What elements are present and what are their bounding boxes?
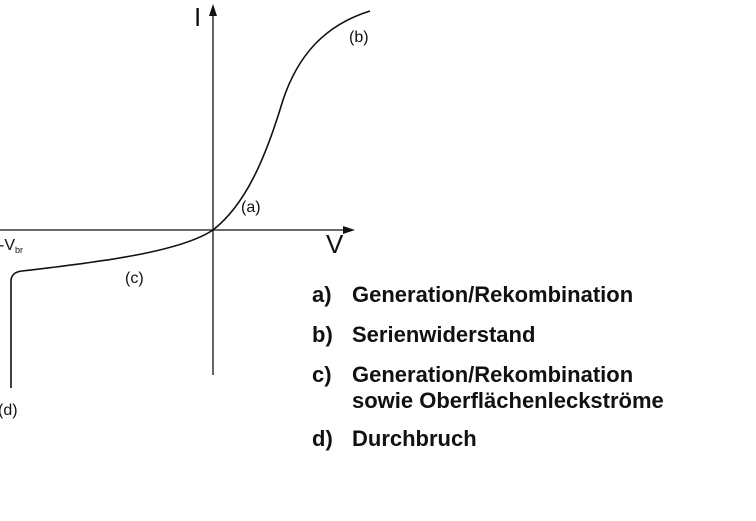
legend-key: d) [312,426,333,451]
legend-item-b: b) Serienwiderstand [312,322,664,348]
breakdown-voltage-label: -Vbr [0,237,23,255]
legend: a) Generation/Rekombination b) Serienwid… [312,282,664,466]
curve-label-b: (b) [349,29,369,46]
legend-text: Serienwiderstand [352,322,536,347]
y-axis-label: I [194,2,201,32]
y-axis-arrowhead [209,4,217,16]
legend-key: a) [312,282,332,307]
legend-text: Generation/Rekombination [352,282,634,307]
legend-text: Generation/Rekombination sowie Oberfläch… [352,362,664,413]
legend-text: Durchbruch [352,426,477,451]
curve-label-a: (a) [241,199,261,216]
legend-key: c) [312,362,332,387]
legend-item-a: a) Generation/Rekombination [312,282,664,308]
legend-key: b) [312,322,333,347]
legend-item-c: c) Generation/Rekombination sowie Oberfl… [312,362,664,414]
iv-curve [10,10,371,388]
curve-label-c: (c) [125,270,144,287]
legend-item-d: d) Durchbruch [312,426,664,452]
curve-label-d: (d) [0,402,18,419]
x-axis-arrowhead [343,226,355,234]
x-axis-label: V [326,229,344,259]
